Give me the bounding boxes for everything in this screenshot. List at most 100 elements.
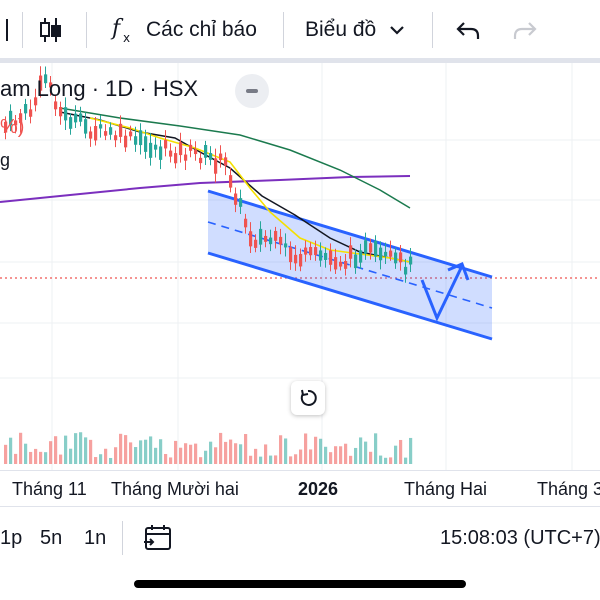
collapse-legend-button[interactable] [235, 74, 269, 108]
chart-canvas[interactable] [0, 63, 600, 470]
symbol-legend[interactable]: am Long · 1D · HSX [0, 76, 198, 102]
candle-body [269, 237, 273, 245]
volume-bar [64, 435, 68, 464]
volume-bar [349, 455, 353, 464]
candle-body [99, 124, 103, 129]
volume-bar [344, 443, 348, 464]
candle-body [394, 252, 398, 264]
range-button[interactable]: 5n [40, 527, 63, 549]
candle-body [24, 104, 28, 114]
range-button[interactable]: 1p [0, 527, 23, 549]
volume-bar [239, 444, 243, 464]
candle-body [214, 158, 218, 174]
candle-body [279, 236, 283, 245]
partial-left-button[interactable] [0, 0, 8, 60]
volume-bar [339, 446, 343, 464]
volume-bar [269, 455, 273, 464]
volume-bar [244, 434, 248, 464]
undo-button[interactable] [455, 0, 481, 60]
clock-timezone[interactable]: 15:08:03 (UTC+7) [440, 527, 600, 549]
candle-body [304, 247, 308, 255]
volume-bar [209, 441, 213, 464]
candle-body [149, 142, 153, 158]
time-tick: Tháng Mười hai [111, 479, 239, 499]
volume-bar [84, 437, 88, 464]
volume-bar [104, 448, 108, 464]
indicators-label: Các chỉ báo [146, 18, 257, 41]
candle-body [189, 144, 193, 151]
undo-icon [456, 22, 480, 39]
volume-bar [29, 451, 33, 464]
ma-long-line [0, 175, 411, 203]
svg-text:f: f [110, 16, 124, 41]
chevron-down-icon [390, 26, 405, 35]
volume-bar [109, 457, 113, 464]
change-percent-fragment: %) [0, 116, 25, 138]
volume-bar [324, 446, 328, 464]
volume-bar [359, 437, 363, 464]
date-range-button[interactable] [143, 523, 173, 558]
volume-bar [94, 457, 98, 464]
volume-bar [124, 435, 128, 464]
candle-body [54, 101, 58, 110]
volume-bar [224, 441, 228, 464]
volume-bar [134, 447, 138, 464]
reset-chart-button[interactable] [291, 381, 325, 415]
toolbar-divider [283, 12, 284, 48]
candle-body [199, 157, 203, 164]
candle-body [319, 250, 323, 261]
candle-body [29, 109, 33, 117]
volume-bar [199, 457, 203, 464]
volume-bar [274, 455, 278, 464]
candle-body [344, 260, 348, 269]
candle-body [114, 135, 118, 141]
time-axis[interactable]: Tháng 11 Tháng Mười hai 2026 Tháng Hai T… [0, 470, 600, 507]
range-button[interactable]: 1n [84, 527, 107, 549]
candle-body [194, 149, 198, 155]
volume-bar [9, 437, 13, 464]
volume-bar [294, 454, 298, 464]
candle-body [204, 145, 208, 158]
candle-body [339, 261, 343, 267]
volume-bar [169, 457, 173, 464]
candle-body [169, 150, 173, 157]
candle-body [224, 157, 228, 166]
volume-bar [54, 436, 58, 464]
candle-body [89, 131, 93, 139]
candle-body [389, 250, 393, 257]
indicators-button[interactable]: f x Các chỉ báo [110, 0, 257, 60]
projection-path [420, 265, 464, 322]
chart-type-button[interactable]: Biểu đồ [305, 0, 406, 60]
volume-bar [249, 455, 253, 464]
candle-body [284, 243, 288, 248]
candle-body [154, 144, 158, 150]
candle-body [184, 154, 188, 161]
volume-bar [309, 449, 313, 464]
volume-bar [119, 433, 123, 464]
projection-arrowhead [447, 262, 470, 281]
svg-text:x: x [123, 31, 130, 45]
volume-bar [314, 436, 318, 464]
volume-bar [174, 440, 178, 464]
volume-bar [39, 451, 43, 464]
price-chart[interactable] [0, 63, 600, 470]
candle-body [219, 153, 223, 161]
partial-icon [0, 19, 8, 41]
time-tick: Tháng Hai [404, 479, 488, 499]
symbol-title: am Long · 1D · HSX [0, 76, 199, 101]
candle-body [39, 75, 43, 91]
candle-body [69, 117, 73, 129]
volume-bar [379, 455, 383, 464]
candle-style-button[interactable] [38, 0, 62, 60]
volume-bar [179, 447, 183, 464]
candle-body [59, 107, 63, 117]
candle-body [19, 113, 23, 124]
candle-body [109, 127, 113, 135]
candle-body [144, 136, 148, 152]
volume-bar [219, 432, 223, 464]
candle-body [334, 257, 338, 270]
legend-line-fragment: g [0, 150, 11, 170]
redo-button[interactable] [512, 0, 538, 60]
candle-body [254, 239, 258, 248]
home-indicator [134, 580, 466, 588]
